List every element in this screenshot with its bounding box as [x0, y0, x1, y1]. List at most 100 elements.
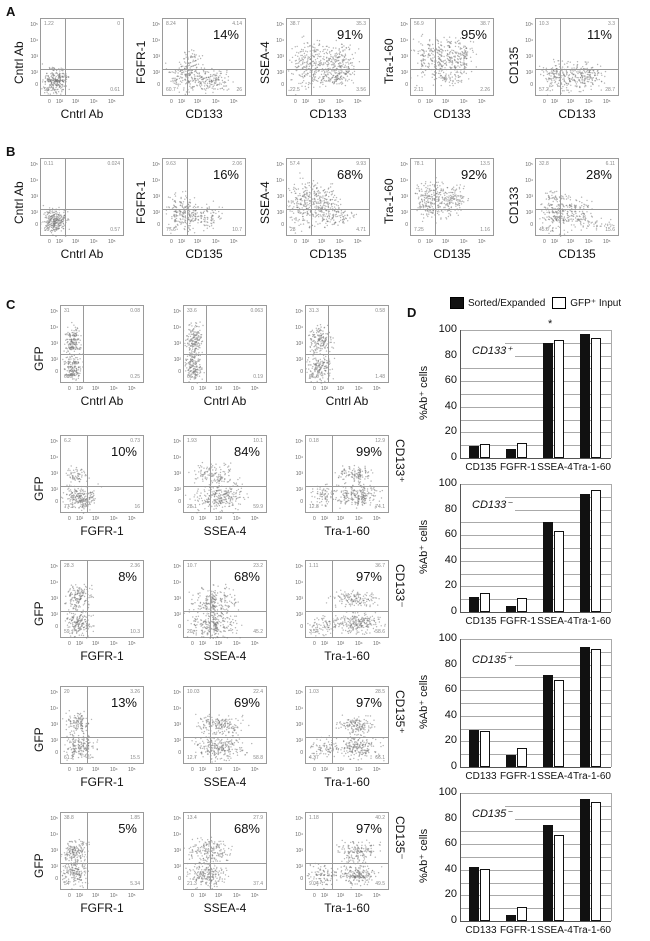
y-tick: 10⁵ — [295, 439, 303, 445]
y-tick: 10⁴ — [173, 706, 181, 712]
y-axis-label: SSEA-4 — [258, 181, 272, 224]
x-tick: 0 — [543, 239, 546, 245]
quadrant-ur: 0.063 — [250, 308, 263, 314]
y-tick: 40 — [444, 862, 457, 875]
x-tick: 10² — [321, 386, 329, 392]
quadrant-gate-vertical — [311, 19, 312, 95]
x-ticks: 0 10² 10³ 10⁴ 10⁵ — [305, 641, 389, 649]
x-tick: 10⁴ — [355, 516, 363, 522]
x-ticks: 0 10² 10³ 10⁴ 10⁵ — [60, 893, 144, 901]
x-ticks: 0 10² 10³ 10⁴ 10⁵ — [305, 893, 389, 901]
y-axis-label: FGFR-1 — [134, 40, 148, 84]
quadrant-ul: 13.4 — [187, 815, 197, 821]
y-tick: 10⁴ — [295, 832, 303, 838]
x-tick: 10² — [56, 99, 64, 105]
y-tick: 0 — [35, 82, 38, 88]
y-tick: 0 — [55, 750, 58, 756]
y-ticks: 10⁵ 10⁴ 10³ 10² 0 — [396, 158, 408, 236]
quadrant-lr: 0.57 — [110, 227, 120, 233]
quadrant-ul: 38.8 — [64, 815, 74, 821]
bar-sorted — [469, 446, 479, 458]
y-tick: 10² — [525, 70, 533, 76]
y-tick: 10² — [50, 487, 58, 493]
x-tick: 10⁵ — [108, 99, 116, 105]
gridline — [461, 381, 611, 383]
y-axis-label: Tra-1-60 — [382, 178, 396, 224]
bar-sorted — [543, 522, 553, 612]
x-tick: 0 — [313, 767, 316, 773]
quadrant-ur: 2.36 — [130, 563, 140, 569]
bar-chart-2: CD133 FGFR-1 SSEA-4 Tra-1-60 0 20 40 60 80 100 CD1… — [418, 632, 612, 782]
y-tick: 80 — [444, 502, 457, 515]
x-tick: 0 — [191, 641, 194, 647]
gridline — [505, 805, 611, 807]
y-tick: 10⁵ — [276, 22, 284, 28]
percent-positive: 95% — [460, 27, 487, 42]
quadrant-lr: 15.6 — [605, 227, 615, 233]
x-axis-label: CD135 — [558, 247, 596, 261]
x-ticks: 0 10² 10³ 10⁴ 10⁵ — [60, 641, 144, 649]
y-ticks: 10⁵ 10⁴ 10³ 10² 0 — [291, 812, 303, 890]
y-tick: 10³ — [50, 471, 58, 477]
quadrant-ll: 9.04 — [309, 881, 319, 887]
y-tick: 10³ — [400, 54, 408, 60]
row-label: CD133⁺ — [393, 439, 407, 483]
scatter-points — [414, 177, 470, 224]
y-tick: 10⁵ — [295, 564, 303, 570]
quadrant-ul: 56.9 — [414, 21, 424, 27]
scatter-points — [61, 465, 103, 514]
y-axis-label: GFP — [32, 476, 46, 501]
y-tick: 10⁴ — [276, 38, 284, 44]
legend-input-label: GFP⁺ Input — [570, 297, 622, 309]
y-tick: 10³ — [50, 848, 58, 854]
x-tick: 10³ — [215, 516, 223, 522]
x-tick: 10² — [426, 99, 434, 105]
x-tick: 10⁴ — [355, 641, 363, 647]
x-tick: 10⁵ — [251, 893, 259, 899]
quadrant-lr: 1.48 — [375, 374, 385, 380]
x-tick: 0 — [313, 893, 316, 899]
quadrant-lr: 37.4 — [253, 881, 263, 887]
gridline — [461, 793, 611, 794]
quadrant-gate-horizontal — [306, 737, 388, 738]
x-ticks: 0 10² 10³ 10⁴ 10⁵ — [305, 767, 389, 775]
gridline — [461, 368, 611, 370]
category-label: FGFR-1 — [499, 771, 537, 782]
x-tick: 10³ — [337, 641, 345, 647]
y-tick: 10³ — [525, 54, 533, 60]
x-axis-label: Cntrl Ab — [203, 394, 247, 408]
gridline — [505, 509, 611, 511]
y-axis-label: GFP — [32, 346, 46, 371]
quadrant-lr: 15.5 — [130, 755, 140, 761]
quadrant-ur: 3.26 — [130, 689, 140, 695]
right-border — [611, 330, 612, 458]
x-tick: 10² — [321, 767, 329, 773]
x-ticks: 0 10² 10³ 10⁴ 10⁵ — [183, 767, 267, 775]
y-tick: 10⁴ — [295, 706, 303, 712]
x-tick: 10⁵ — [373, 641, 381, 647]
gridline — [461, 869, 611, 871]
right-border — [611, 484, 612, 612]
x-tick: 0 — [191, 386, 194, 392]
quadrant-ll: 61.2 — [64, 755, 74, 761]
bar-chart-3: CD133 FGFR-1 SSEA-4 Tra-1-60 0 20 40 60 80 100 CD1… — [418, 786, 612, 936]
quadrant-gate-horizontal — [411, 209, 493, 210]
y-tick: 10⁵ — [295, 309, 303, 315]
x-tick: 10³ — [72, 99, 80, 105]
quadrant-gate-horizontal — [61, 486, 143, 487]
percent-positive: 97% — [355, 821, 382, 836]
x-axis-label: FGFR-1 — [80, 901, 124, 915]
row-label: CD133⁻ — [393, 564, 407, 608]
y-ticks: 10⁵ 10⁴ 10³ 10² 0 — [169, 812, 181, 890]
y-tick: 10² — [295, 738, 303, 744]
x-tick: 10³ — [215, 386, 223, 392]
x-tick: 10⁵ — [373, 386, 381, 392]
quadrant-ll: 21.3 — [187, 881, 197, 887]
x-tick: 0 — [68, 893, 71, 899]
x-ticks: 0 10² 10³ 10⁴ 10⁵ — [40, 239, 124, 247]
gridline — [461, 535, 611, 537]
category-label: CD133 — [465, 771, 497, 782]
gridline — [461, 599, 611, 601]
category-label: FGFR-1 — [499, 462, 537, 473]
y-axis-label: Cntrl Ab — [12, 41, 26, 84]
